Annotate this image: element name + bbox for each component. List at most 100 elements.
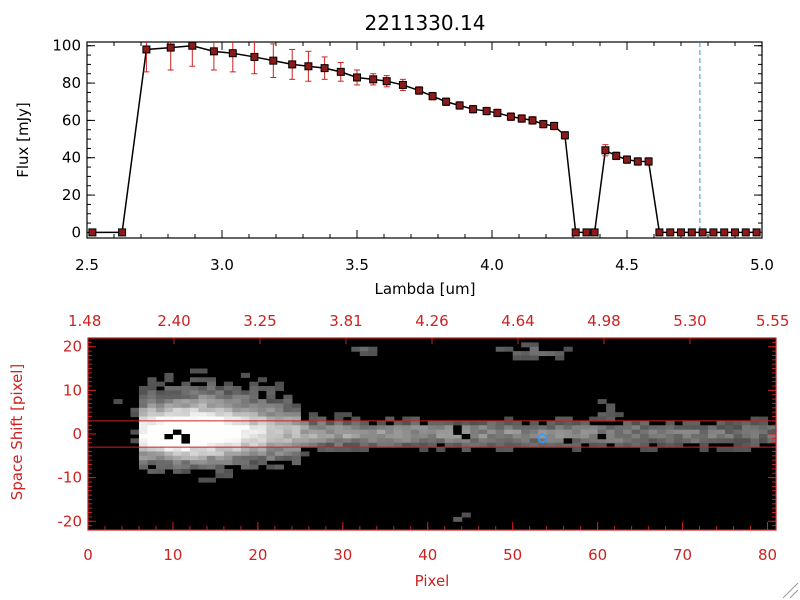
heatmap-cell [274, 403, 284, 409]
heatmap-cell [597, 416, 607, 422]
heatmap-cell [249, 407, 259, 413]
heatmap-cell [249, 412, 259, 418]
heatmap-cell [427, 434, 437, 439]
heatmap-cell [155, 460, 166, 466]
heatmap-cell [240, 464, 250, 470]
heatmap-cell [682, 434, 692, 439]
data-point [288, 60, 297, 69]
heatmap-cell [546, 438, 556, 444]
heatmap-cell [657, 425, 667, 431]
heatmap-cell [334, 416, 344, 422]
heatmap-cell [733, 420, 743, 426]
y-tick-label-bottom: 0 [72, 425, 82, 443]
heatmap-cell [317, 447, 327, 453]
heatmap-cell [274, 464, 284, 470]
heatmap-cell [444, 442, 454, 448]
data-point [666, 228, 675, 237]
heatmap-cell [444, 429, 454, 435]
heatmap-cell [291, 412, 301, 418]
heatmap-cell [674, 429, 684, 435]
heatmap-cell [623, 434, 633, 439]
y-tick-label: 40 [62, 149, 81, 167]
heatmap-cell [495, 425, 505, 431]
heatmap-cell [232, 451, 242, 457]
heatmap-cell [189, 412, 200, 418]
heatmap-cell [427, 438, 437, 444]
heatmap-cell [317, 442, 327, 448]
heatmap-cell [223, 429, 233, 435]
heatmap-cell [147, 412, 157, 418]
heatmap-cell [164, 429, 174, 435]
resize-grip-icon[interactable] [782, 582, 799, 599]
heatmap-cell [215, 429, 225, 435]
heatmap-cell [334, 447, 344, 453]
heatmap-cell [206, 412, 217, 418]
heatmap-cell [291, 455, 301, 461]
heatmap-cell [257, 386, 267, 391]
heatmap-cell [223, 473, 233, 479]
heatmap-cell [555, 425, 565, 431]
heatmap-cell [266, 399, 276, 405]
heatmap-cell [223, 390, 233, 396]
heatmap-cell [206, 386, 217, 391]
heatmap-cell [215, 425, 225, 431]
heatmap-cell [716, 420, 726, 426]
heatmap-cell [172, 468, 183, 474]
heatmap-cell [529, 342, 539, 348]
heatmap-cell [342, 447, 352, 453]
heatmap-cell [240, 438, 250, 444]
heatmap-cell [215, 438, 225, 444]
heatmap-cell [759, 438, 769, 444]
heatmap-cell [750, 438, 760, 444]
x-tick-label: 3.5 [345, 256, 369, 274]
heatmap-cell [206, 460, 217, 466]
heatmap-cell [215, 468, 225, 474]
heatmap-cell [334, 434, 344, 439]
heatmap-cell [682, 438, 692, 444]
x-tick-label-bottom: 30 [333, 546, 352, 564]
heatmap-cell [240, 442, 250, 448]
y-tick-label: 20 [62, 186, 81, 204]
heatmap-cell [665, 442, 675, 448]
data-point [382, 77, 391, 86]
heatmap-cell [189, 403, 200, 409]
heatmap-cell [198, 477, 208, 483]
heatmap-cell [376, 429, 386, 435]
heatmap-cell [189, 451, 200, 457]
heatmap-cell [249, 434, 259, 439]
heatmap-cell [232, 386, 242, 391]
heatmap-cell [631, 442, 641, 448]
heatmap-cell [274, 412, 284, 418]
heatmap-cell [215, 473, 225, 479]
heatmap-cell [249, 442, 259, 448]
heatmap-cell [155, 429, 166, 435]
heatmap-cell [716, 438, 726, 444]
heatmap-cell [640, 425, 650, 431]
heatmap-cell [334, 438, 344, 444]
data-point [455, 101, 464, 110]
data-point [228, 49, 237, 58]
top-tick-label: 5.30 [673, 312, 706, 330]
heatmap-cell [487, 429, 497, 435]
data-point [428, 92, 437, 101]
heatmap-cell [334, 425, 344, 431]
heatmap-cell [733, 434, 743, 439]
heatmap-cell [266, 412, 276, 418]
heatmap-cell [546, 425, 556, 431]
heatmap-cell [266, 420, 276, 426]
heatmap-cell [555, 351, 565, 357]
heatmap-cell [164, 377, 174, 383]
heatmap-cell [206, 477, 217, 483]
heatmap-cell [189, 407, 200, 413]
heatmap-cell [368, 425, 378, 431]
heatmap-cell [198, 394, 208, 400]
heatmap-cell [648, 447, 658, 453]
heatmap-cell [155, 394, 166, 400]
heatmap-cell [436, 447, 446, 453]
heatmap-cell [181, 420, 191, 426]
heatmap-cell [223, 386, 233, 391]
heatmap-cell [147, 425, 157, 431]
heatmap-cell [274, 407, 284, 413]
heatmap-cell [640, 434, 650, 439]
heatmap-cell [206, 464, 217, 470]
